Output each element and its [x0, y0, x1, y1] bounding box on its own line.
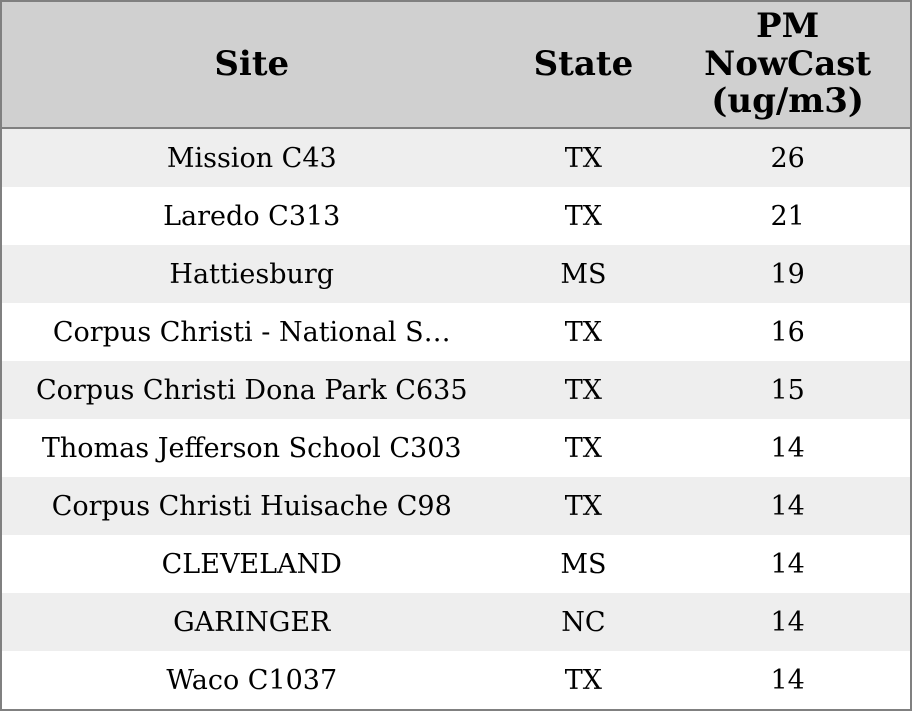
state-cell: TX: [564, 142, 603, 174]
column-header-site: Site: [1, 1, 502, 129]
column-header-state: State: [501, 1, 666, 129]
state-cell: NC: [561, 606, 606, 638]
column-header-pm-nowcast: PM NowCast (ug/m3): [665, 1, 911, 129]
header-row: Site State PM NowCast (ug/m3): [1, 1, 911, 129]
site-cell: Laredo C313: [163, 200, 341, 232]
table-row: Thomas Jefferson School C303 TX 14: [1, 419, 911, 477]
pm-nowcast-cell: 14: [770, 664, 805, 696]
table-row: Corpus Christi Huisache C98 TX 14: [1, 477, 911, 535]
site-cell: Corpus Christi Dona Park C635: [35, 374, 468, 406]
pm-nowcast-cell: 19: [770, 258, 805, 290]
pm-nowcast-cell: 26: [770, 142, 805, 174]
pm-nowcast-cell: 14: [770, 606, 805, 638]
column-header-site-label: Site: [214, 44, 290, 85]
column-header-state-label: State: [533, 44, 634, 85]
table-row: Mission C43 TX 26: [1, 128, 911, 187]
site-cell: Corpus Christi Huisache C98: [51, 490, 452, 522]
table-row: Corpus Christi Dona Park C635 TX 15: [1, 361, 911, 419]
state-cell: TX: [564, 490, 603, 522]
state-cell: MS: [560, 258, 607, 290]
state-cell: MS: [560, 548, 607, 580]
state-cell: TX: [564, 316, 603, 348]
table-row: CLEVELAND MS 14: [1, 535, 911, 593]
table-row: Hattiesburg MS 19: [1, 245, 911, 303]
table-row: GARINGER NC 14: [1, 593, 911, 651]
pm-nowcast-cell: 14: [770, 490, 805, 522]
site-cell: Thomas Jefferson School C303: [41, 432, 462, 464]
site-cell: Hattiesburg: [169, 258, 335, 290]
pm-nowcast-cell: 15: [770, 374, 805, 406]
state-cell: TX: [564, 664, 603, 696]
site-cell: Corpus Christi - National S…: [52, 316, 451, 348]
pm-nowcast-cell: 14: [770, 548, 805, 580]
table-header: Site State PM NowCast (ug/m3): [1, 1, 911, 129]
table-body: Mission C43 TX 26 Laredo C313 TX 21 Hattiesbur…: [1, 128, 911, 710]
pm-nowcast-cell: 16: [770, 316, 805, 348]
pm-nowcast-cell: 14: [770, 432, 805, 464]
site-cell: Waco C1037: [166, 664, 338, 696]
site-cell: Mission C43: [166, 142, 337, 174]
site-cell: GARINGER: [173, 606, 331, 638]
state-cell: TX: [564, 200, 603, 232]
table-row: Corpus Christi - National S… TX 16: [1, 303, 911, 361]
state-cell: TX: [564, 374, 603, 406]
table-row: Waco C1037 TX 14: [1, 651, 911, 710]
table-row: Laredo C313 TX 21: [1, 187, 911, 245]
state-cell: TX: [564, 432, 603, 464]
column-header-pm-nowcast-label: PM NowCast (ug/m3): [704, 6, 872, 122]
site-cell: CLEVELAND: [161, 548, 342, 580]
pm-nowcast-cell: 21: [770, 200, 805, 232]
